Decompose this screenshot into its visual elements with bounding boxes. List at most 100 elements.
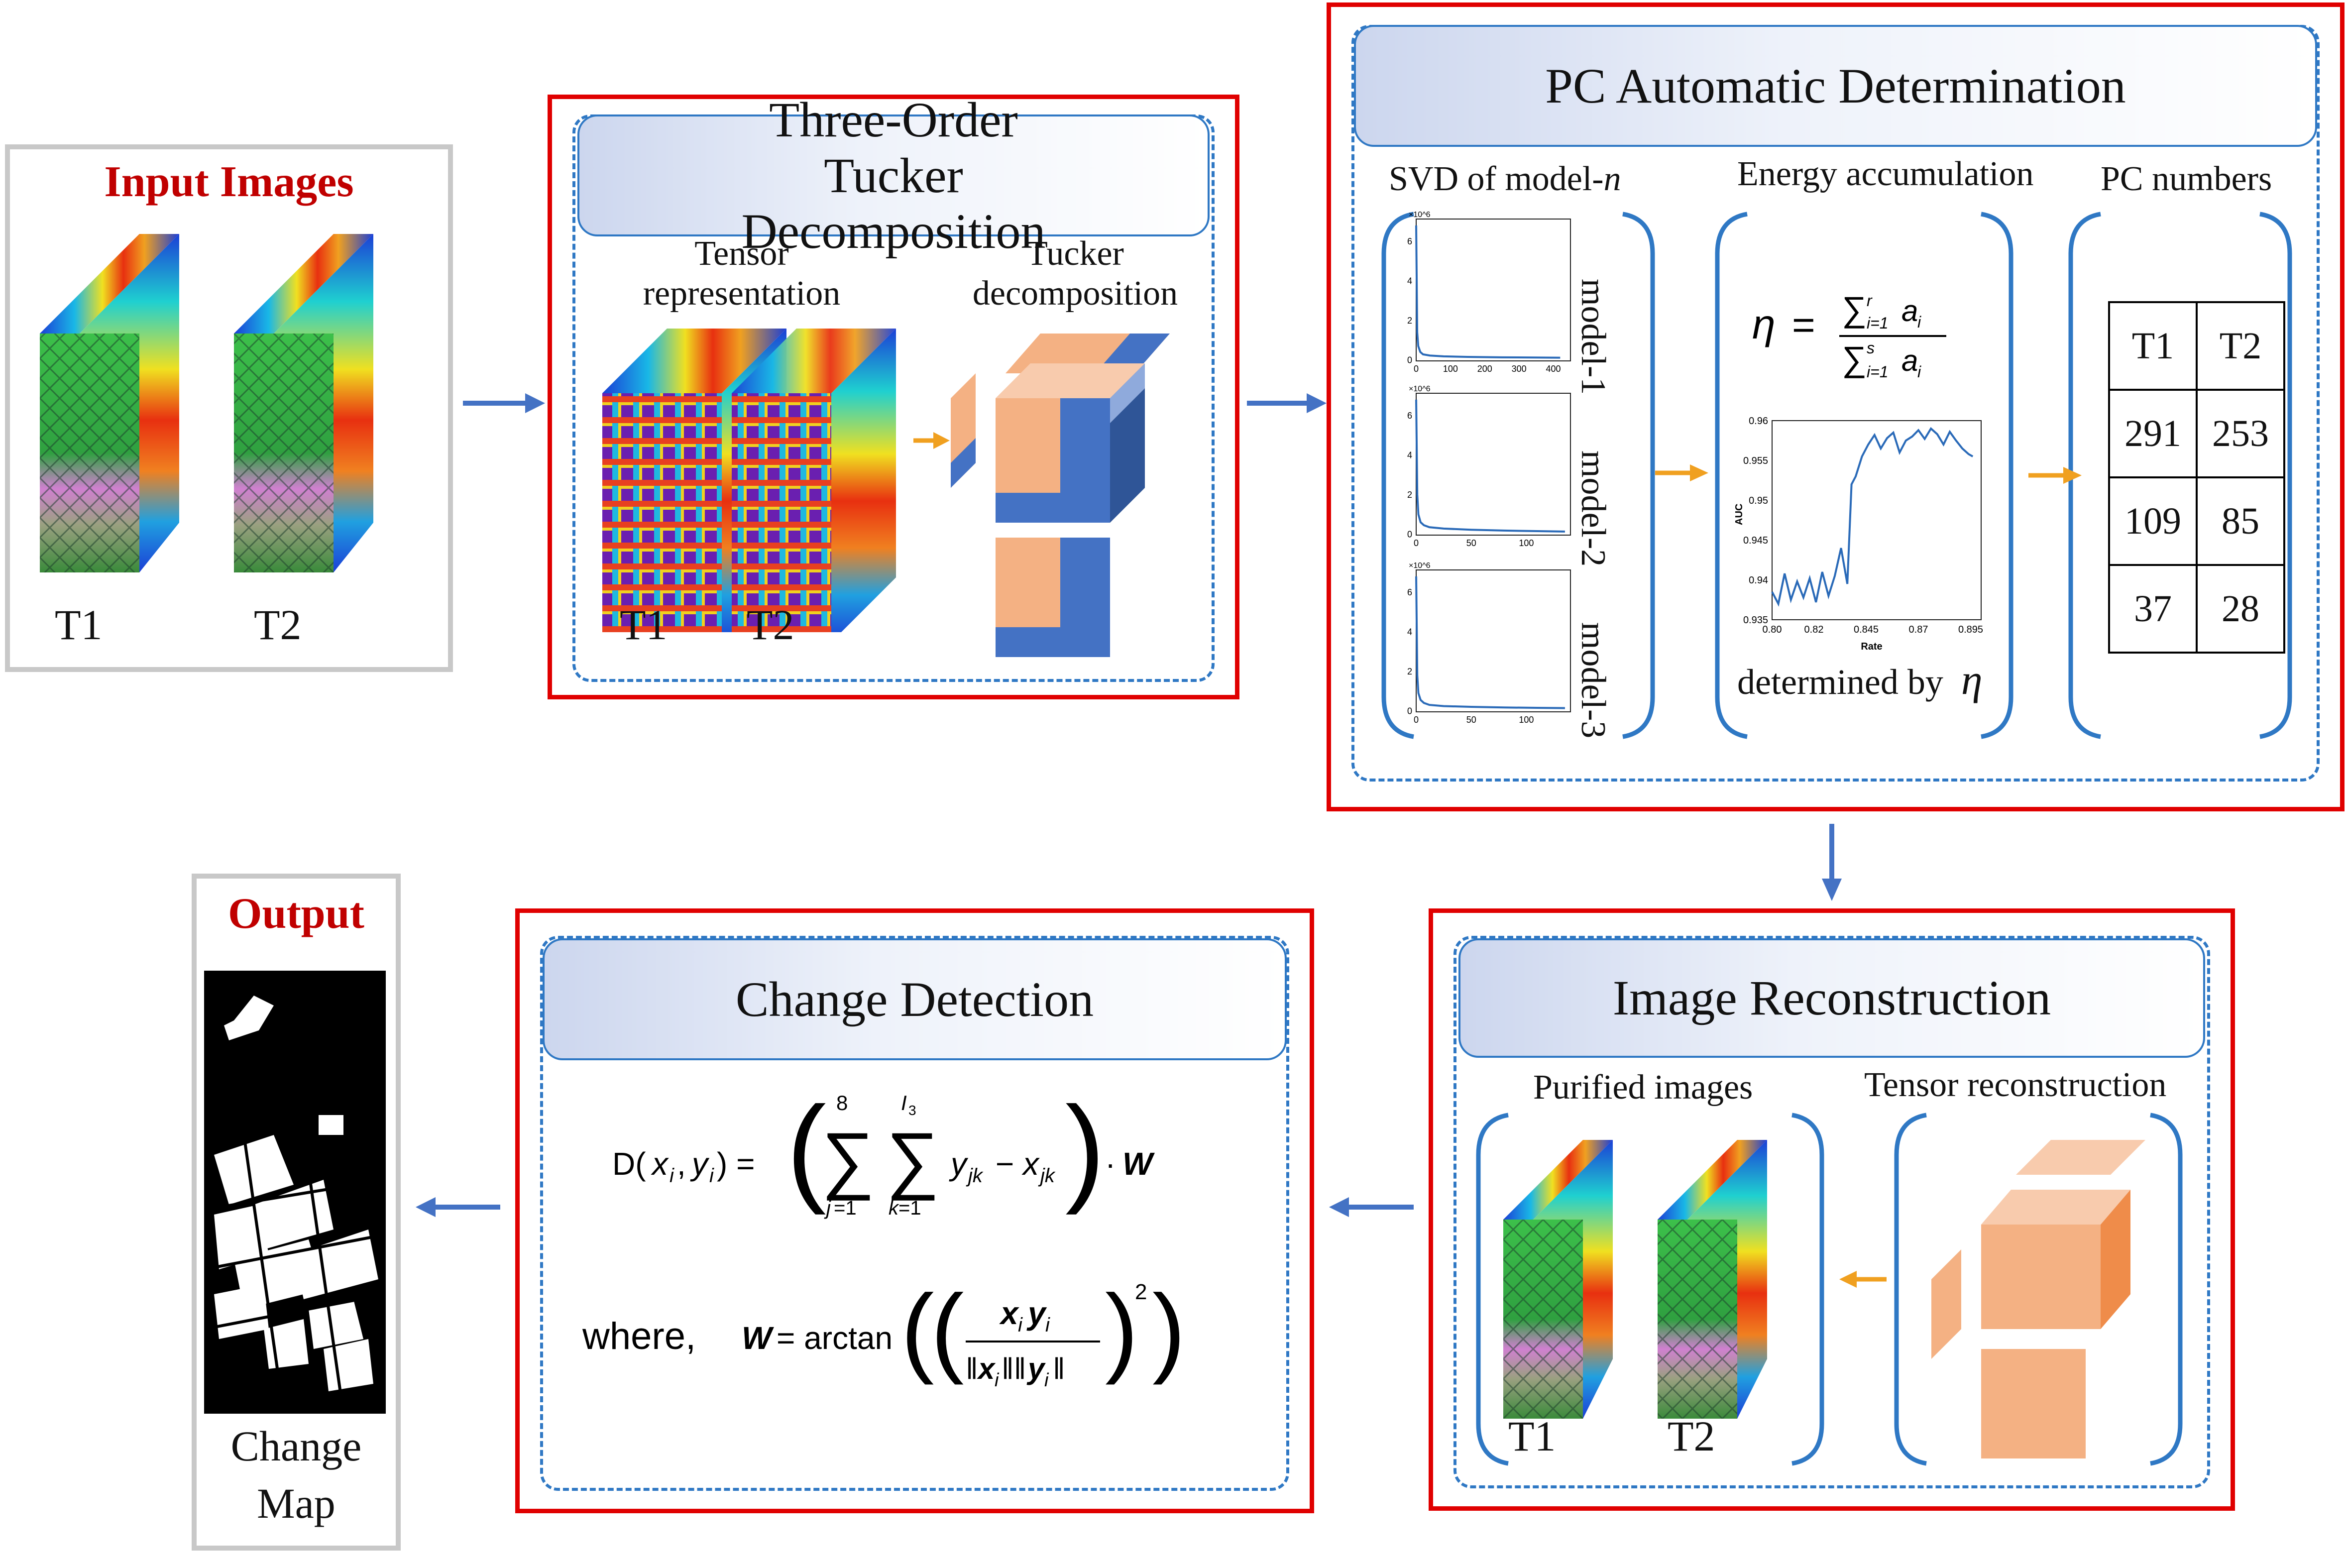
svg-text:(: ( (901, 1274, 934, 1385)
eta-formula: η = ∑ r i=1 a i ∑ s i=1 a i (1752, 290, 1946, 381)
svd1-ytick-label: 2 (1407, 316, 1412, 326)
svg-text:y: y (690, 1146, 710, 1182)
pc-numbers-table: T1 T2 291 253 109 85 37 28 (2108, 301, 2285, 654)
change-detection-dashed-box (540, 936, 1289, 1491)
purified-hyperspectral-cubes (1503, 1140, 1767, 1419)
auc-ytick-label: 0.945 (1743, 535, 1768, 546)
auc-xlabel: Rate (1861, 641, 1882, 652)
svg-text:‖‖: ‖‖ (1002, 1352, 1026, 1385)
arrow-energy-to-pcnum (2028, 467, 2082, 484)
tensor-representation-cubes (602, 329, 896, 632)
table-cell: 85 (2196, 476, 2285, 566)
tucker-t2-label: T2 (747, 601, 794, 649)
pc-panel (1327, 2, 2345, 811)
svd2-xticks: 0 50 100 (1414, 538, 1534, 548)
change-detection-panel (515, 908, 1314, 1513)
svd2-xtick-label: 0 (1414, 538, 1419, 548)
svg-text:y: y (949, 1146, 969, 1182)
table-cell: 37 (2108, 564, 2198, 654)
arrow-input-to-tucker (463, 393, 545, 413)
tucker-t1-label: T1 (620, 601, 668, 649)
svd3-ytick-label: 6 (1407, 587, 1412, 597)
svd1-xtick-label: 400 (1546, 364, 1561, 374)
svd3-ytick-label: 0 (1407, 706, 1412, 716)
svd3-yticks: 0 2 4 6 (1407, 587, 1412, 716)
auc-ytick-label: 0.935 (1743, 615, 1768, 626)
svg-text:): ) (1105, 1274, 1138, 1385)
tucker-decomposition-label: Tucker decomposition (972, 234, 1178, 313)
svg-text:jk: jk (1038, 1165, 1056, 1187)
svd2-ytick-label: 6 (1407, 411, 1412, 421)
reconstruction-bracket-right (1894, 1113, 2183, 1466)
svg-text:3: 3 (908, 1103, 916, 1118)
svd2-xtick-label: 100 (1519, 538, 1534, 548)
svg-text:k: k (889, 1197, 899, 1219)
auc-xtick-label: 0.845 (1854, 624, 1879, 635)
svg-text:i: i (1044, 1370, 1049, 1391)
auc-ytick-label: 0.94 (1749, 575, 1768, 586)
tensor-reconstruction-graphic (1931, 1140, 2145, 1458)
svd3-ytick-label: 2 (1407, 667, 1412, 676)
auc-xticks: 0.80 0.82 0.845 0.87 0.895 (1763, 624, 1984, 635)
svd1-ytick-label: 4 (1407, 276, 1412, 286)
svd2-xtick-label: 50 (1466, 538, 1476, 548)
svg-text:i: i (670, 1165, 674, 1187)
svg-text:2: 2 (1135, 1280, 1147, 1304)
svg-text:x: x (977, 1352, 996, 1385)
auc-rate-plot: 0.935 0.94 0.945 0.95 0.955 0.96 0.80 0.82 0.845… (1734, 416, 1984, 652)
svg-text:,: , (677, 1146, 686, 1182)
svg-text:I: I (901, 1091, 907, 1115)
table-row: 291 253 (2108, 389, 2285, 478)
svg-text:x: x (999, 1295, 1019, 1331)
purified-images-label: Purified images (1533, 1068, 1753, 1107)
svd-label: SVD of model-n (1389, 160, 1621, 198)
output-panel (192, 874, 401, 1551)
svd3-xtick-label: 0 (1414, 715, 1419, 725)
auc-xtick-label: 0.87 (1909, 624, 1928, 635)
tensor-reconstruction-label: Tensor reconstruction (1864, 1066, 2167, 1104)
svd3-xtick-label: 50 (1466, 715, 1476, 725)
svg-text:y: y (1026, 1352, 1046, 1385)
svd3-ytick-label: 4 (1407, 627, 1412, 637)
arrow-recon-to-purified (1839, 1271, 1887, 1288)
svg-text:x: x (651, 1146, 669, 1182)
auc-ytick-label: 0.955 (1743, 455, 1768, 466)
model-2-label: model-2 (1574, 450, 1612, 567)
output-title: Output (228, 890, 364, 938)
svg-text:D(: D( (612, 1146, 646, 1182)
change-map-caption-2: Map (257, 1479, 335, 1527)
pc-numbers-label: PC numbers (2101, 160, 2272, 198)
change-map-image (204, 971, 386, 1414)
arrow-tensor-to-tucker (913, 432, 950, 449)
svg-text:=1: =1 (834, 1197, 857, 1219)
svg-text:‖: ‖ (966, 1352, 978, 1385)
svg-text:i=1: i=1 (1867, 314, 1889, 332)
svg-text:i: i (1045, 1314, 1050, 1336)
svg-text:∑: ∑ (886, 1117, 939, 1201)
auc-xtick-label: 0.895 (1958, 624, 1983, 635)
svg-text:·: · (1105, 1146, 1116, 1182)
tucker-decomposition-graphic (951, 334, 1170, 657)
table-header-cell: T2 (2196, 301, 2285, 391)
arrow-pc-to-reconstruction (1822, 824, 1842, 901)
svg-text:W: W (1122, 1146, 1155, 1182)
tucker-panel (548, 95, 1239, 699)
svd2-ytick-label: 0 (1407, 529, 1412, 539)
table-row: 109 85 (2108, 476, 2285, 566)
svd1-xticks: 0 100 200 300 400 (1414, 364, 1561, 374)
auc-ytick-label: 0.95 (1749, 495, 1768, 506)
svd3-multiplier: ×10^6 (1409, 561, 1431, 570)
svd3-xtick-label: 100 (1519, 715, 1534, 725)
auc-yticks: 0.935 0.94 0.945 0.95 0.955 0.96 (1743, 416, 1768, 626)
svg-text:η: η (1752, 301, 1776, 347)
table-cell: 253 (2196, 389, 2285, 478)
input-t2-label: T2 (254, 601, 302, 649)
arrow-reconstruction-to-change (1329, 1197, 1414, 1217)
svd1-ytick-label: 0 (1407, 355, 1412, 365)
svg-text:i: i (1917, 363, 1921, 381)
model-3-label: model-3 (1574, 622, 1612, 739)
svg-text:W: W (742, 1320, 774, 1356)
svd1-yticks: 0 2 4 6 (1407, 236, 1412, 365)
input-t1-label: T1 (55, 601, 103, 649)
